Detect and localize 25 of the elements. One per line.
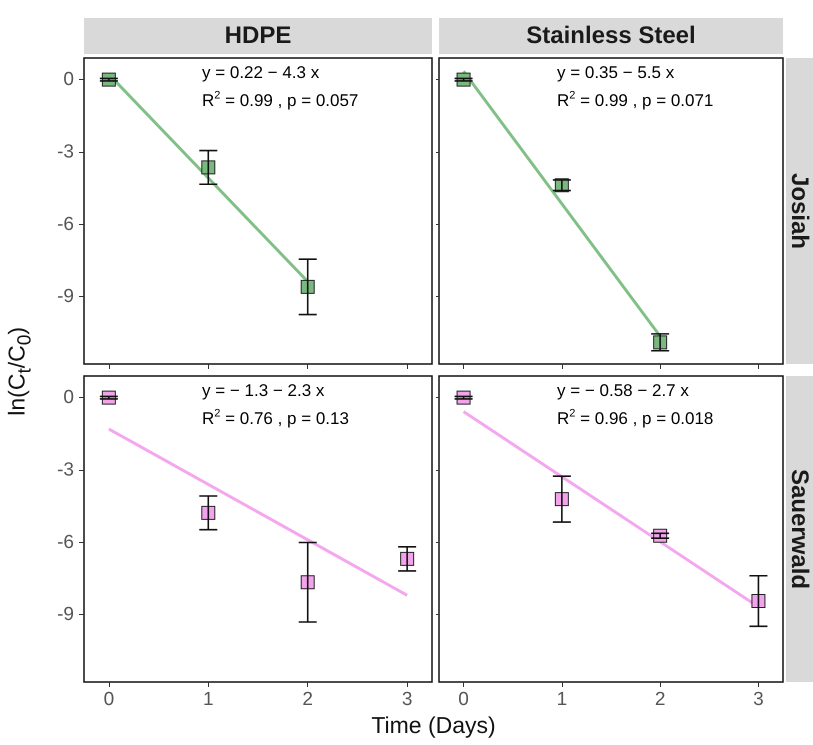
y2-axis-title: Josiah [786,172,813,250]
y-tick-label: -9 [57,604,74,626]
x-tick-label: 2 [654,689,666,710]
y-tick-label: -6 [57,532,74,553]
x-tick-label: 3 [753,689,764,710]
x-tick-label: 2 [302,689,314,710]
x-tick-label: 3 [402,689,412,710]
x-tick-label: 1 [202,689,214,710]
y-tick-label: 0 [63,387,74,408]
y-tick-label: -9 [57,286,74,308]
annotation: y = 0.35 − 5.5 x [557,63,675,82]
x-axis-title: Time (Days) [370,712,497,739]
x-tick-label: 1 [556,689,568,710]
y-tick-label: -6 [57,214,74,235]
chart-title: Stainless Steel [439,18,783,54]
x-tick-label: 0 [104,689,114,710]
chart-title: HDPE [84,18,432,54]
annotation: y = 0.22 − 4.3 x [202,63,320,82]
y-tick-label: 0 [63,69,74,90]
annotation: y = − 1.3 − 2.3 x [202,381,325,400]
y-tick-label: -3 [57,459,74,480]
x-tick-label: 0 [458,689,469,710]
y2-axis-title: Sauerwald [786,468,813,590]
y-tick-label: -3 [57,141,74,162]
annotation: y = − 0.58 − 2.7 x [557,381,690,400]
